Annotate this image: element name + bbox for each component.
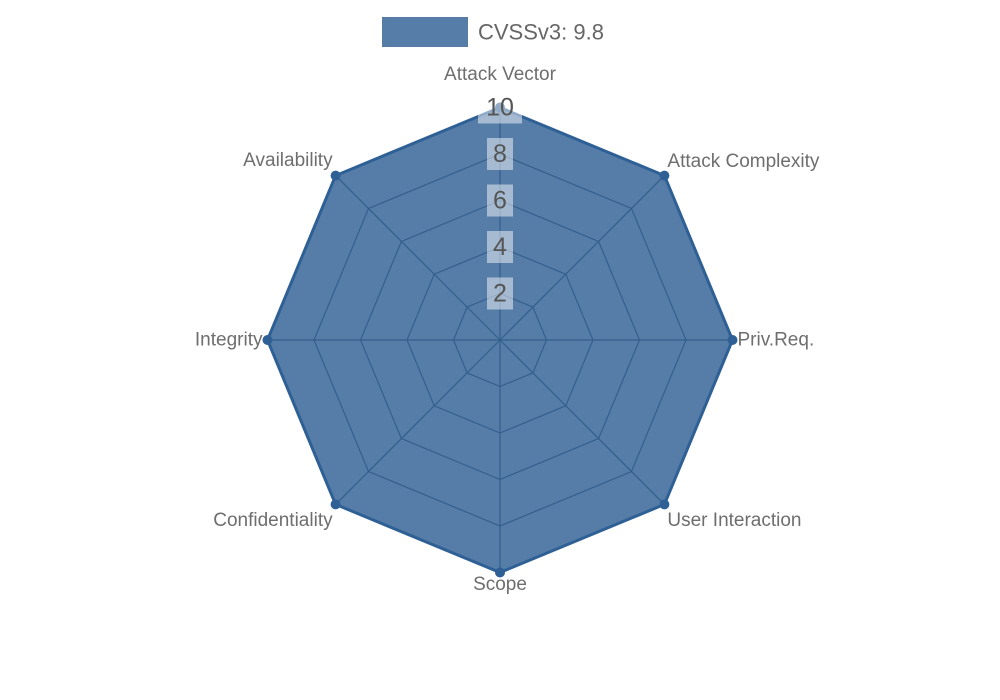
tick-backdrop-8 [487, 138, 513, 170]
data-point-scope[interactable] [495, 567, 505, 578]
tick-label-2: 2 [493, 280, 507, 308]
axis-label-priv-req: Priv.Req. [738, 330, 815, 351]
data-point-availability[interactable] [330, 170, 341, 181]
data-point-integrity[interactable] [262, 335, 273, 345]
legend-swatch[interactable] [382, 17, 468, 47]
data-point-confidentiality[interactable] [330, 499, 341, 510]
data-point-user-interaction[interactable] [659, 499, 670, 510]
axis-label-confidentiality: Confidentiality [213, 510, 333, 531]
legend-item-label[interactable]: CVSSv3: 9.8 [478, 20, 604, 45]
tick-backdrop-6 [487, 184, 513, 217]
tick-backdrop-2 [487, 277, 513, 310]
data-point-priv-req[interactable] [727, 335, 738, 345]
axis-label-scope: Scope [473, 574, 527, 595]
series-layer [262, 102, 738, 578]
data-point-attack-vector[interactable] [495, 102, 505, 113]
tick-label-4: 4 [493, 233, 507, 261]
legend: CVSSv3: 9.8 [382, 17, 604, 47]
axis-label-integrity: Integrity [195, 330, 263, 351]
axis-label-availability: Availability [243, 150, 333, 171]
legend-item-cvssv3[interactable]: CVSSv3: 9.8 [382, 17, 604, 47]
tick-label-6: 6 [493, 187, 507, 215]
tick-backdrop-4 [487, 231, 513, 263]
axis-label-layer: Attack Vector Attack Complexity Priv.Req. U… [195, 64, 820, 595]
tick-label-8: 8 [493, 140, 507, 168]
tick-label-10: 10 [486, 94, 514, 122]
axis-label-user-interaction: User Interaction [667, 510, 801, 531]
axis-label-attack-vector: Attack Vector [444, 64, 557, 85]
tick-layer: 2 4 6 8 10 [478, 91, 522, 310]
data-point-attack-complexity[interactable] [659, 170, 670, 181]
axis-label-attack-complexity: Attack Complexity [667, 151, 820, 172]
tick-backdrop-10 [478, 91, 522, 124]
